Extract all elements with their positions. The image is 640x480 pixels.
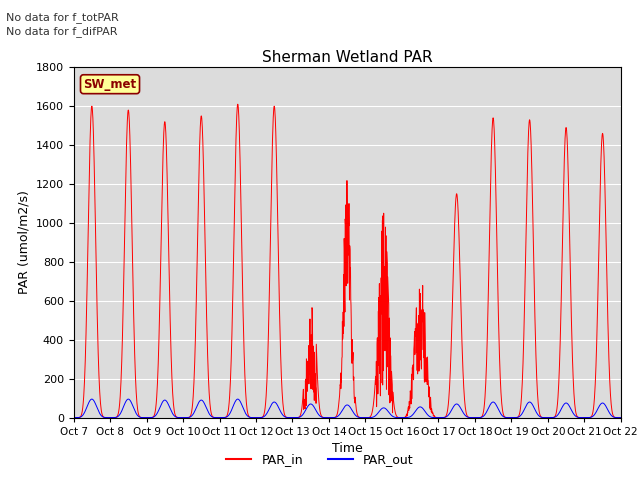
PAR_out [223, 414, 230, 420]
PAR_in [363, 415, 371, 420]
PAR_in [617, 415, 625, 420]
PAR_in [375, 295, 383, 300]
X-axis label: Time: Time [332, 442, 363, 455]
Line: PAR_in: PAR_in [74, 104, 621, 418]
Line: PAR_out: PAR_out [74, 399, 621, 418]
PAR_in [584, 415, 591, 420]
PAR_out [506, 415, 514, 420]
PAR_out [375, 409, 383, 415]
PAR_in [568, 354, 576, 360]
PAR_out [584, 415, 591, 420]
PAR_out [568, 409, 576, 415]
Text: No data for f_difPAR: No data for f_difPAR [6, 26, 118, 37]
PAR_in [222, 414, 230, 420]
Text: No data for f_totPAR: No data for f_totPAR [6, 12, 119, 23]
Y-axis label: PAR (umol/m2/s): PAR (umol/m2/s) [17, 191, 30, 294]
PAR_out [70, 415, 77, 420]
PAR_out [617, 415, 625, 420]
PAR_out [88, 396, 96, 402]
Text: SW_met: SW_met [83, 78, 136, 91]
PAR_in [234, 101, 242, 107]
Legend: PAR_in, PAR_out: PAR_in, PAR_out [221, 448, 419, 471]
Title: Sherman Wetland PAR: Sherman Wetland PAR [262, 49, 433, 65]
PAR_in [506, 415, 514, 420]
PAR_out [363, 415, 371, 420]
PAR_in [70, 415, 77, 420]
